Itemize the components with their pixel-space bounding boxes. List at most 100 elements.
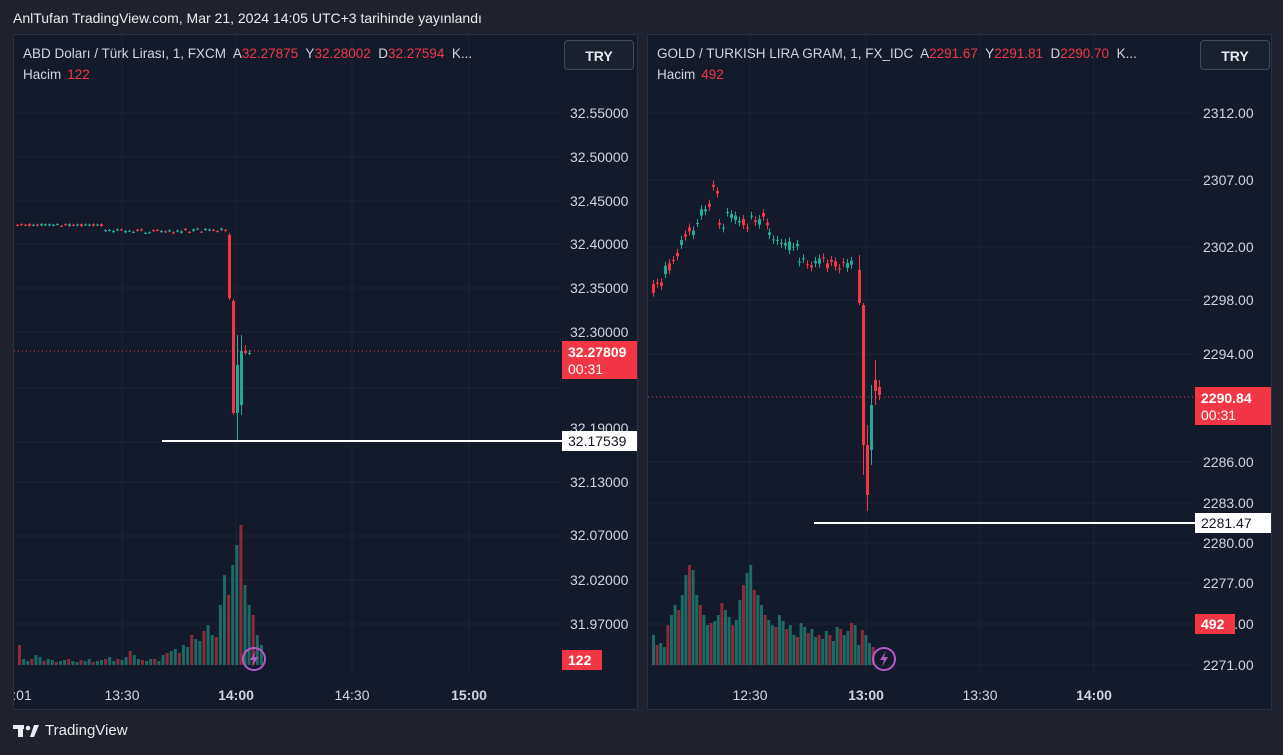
volume-bar (767, 620, 771, 665)
candle-body (858, 270, 861, 303)
candle-body (870, 405, 873, 450)
candle-body (124, 231, 127, 233)
volume-bar (734, 620, 738, 665)
candle-body (88, 224, 91, 226)
candle-body (116, 229, 119, 231)
brand-name: TradingView (45, 722, 128, 739)
volume-bar (206, 625, 210, 665)
candle-body (656, 282, 659, 284)
volume-bar (821, 639, 825, 665)
candle-body (72, 224, 75, 226)
volume-bar (691, 570, 695, 665)
candle-body (96, 224, 99, 226)
volume-bar (239, 525, 243, 665)
volume-bar (799, 623, 803, 665)
candle-body (846, 262, 849, 268)
volume-bar (34, 655, 38, 665)
candle-body (132, 231, 135, 233)
volume-bar (141, 660, 144, 665)
candle-body (220, 228, 223, 230)
candle-body (758, 219, 761, 225)
symbol-title[interactable]: GOLD / TURKISH LIRA GRAM, 1, FX_IDC (657, 46, 914, 61)
y-tick-label: 2283.00 (1203, 495, 1254, 511)
volume-bar (659, 643, 663, 665)
volume-bar (22, 659, 26, 665)
lightning-icon (880, 651, 888, 667)
volume-bar (817, 635, 821, 665)
y-tick-label: 32.55000 (570, 105, 629, 121)
candle-body (20, 224, 23, 226)
x-tick-label: :01 (14, 687, 32, 703)
hline-value: 32.17539 (568, 433, 627, 449)
volume-bar (673, 605, 677, 665)
volume-bar (806, 633, 810, 665)
candle-body (692, 230, 695, 236)
high-label: Y (305, 46, 315, 61)
candle-body (148, 232, 151, 234)
candle-body (100, 224, 103, 226)
high-value: 2291.81 (994, 46, 1043, 61)
volume-bar (63, 660, 67, 665)
chart-panel-goldtry[interactable]: 2312.00 2307.00 2302.00 2298.00 2294.00 2286.… (647, 34, 1272, 710)
price-chart-usdtry[interactable]: 32.55000 32.50000 32.45000 32.40000 32.35000… (14, 35, 638, 710)
candle-body (236, 365, 239, 413)
candle-body (200, 231, 203, 233)
volume-bar (828, 635, 832, 665)
candle-body (48, 224, 51, 226)
candle-body (44, 224, 47, 226)
volume-bar (247, 605, 251, 665)
currency-button[interactable]: TRY (564, 40, 634, 70)
volume-bar (18, 645, 21, 665)
candle-body (80, 224, 83, 226)
candle-body (40, 224, 43, 226)
low-label: D (378, 46, 389, 61)
candle-body (788, 241, 791, 251)
candle-body (810, 265, 813, 268)
low-value: 2290.70 (1060, 46, 1110, 61)
open-label: A (920, 46, 930, 61)
candle-body (68, 224, 71, 226)
price-chart-goldtry[interactable]: 2312.00 2307.00 2302.00 2298.00 2294.00 2286.… (648, 35, 1272, 710)
volume-bar (75, 662, 79, 665)
volume-bar (688, 565, 691, 665)
y-tick-label: 32.35000 (570, 280, 629, 296)
candle-body (32, 224, 35, 226)
candle-body (140, 229, 143, 231)
volume-bar (796, 637, 799, 665)
currency-button[interactable]: TRY (1200, 40, 1270, 70)
hline-badge (562, 431, 637, 451)
volume-bar (100, 660, 103, 665)
hline-badge (1195, 513, 1271, 533)
candle-body (818, 258, 821, 264)
volume-bar (95, 661, 99, 665)
y-tick-label: 32.13000 (570, 474, 629, 490)
volume-bar (104, 659, 108, 665)
volume-badge (562, 650, 602, 670)
y-tick-label: 2277.00 (1203, 575, 1254, 591)
candle-body (212, 230, 215, 232)
candle-body (108, 230, 111, 232)
candle-body (878, 387, 881, 395)
volume-bar (255, 635, 259, 665)
candle-body (160, 231, 163, 233)
last-price-badge (1195, 387, 1271, 425)
y-tick-label: 32.30000 (570, 324, 629, 340)
volume-bar (223, 575, 226, 665)
volume-bar (149, 659, 153, 665)
symbol-title[interactable]: ABD Doları / Türk Lirası, 1, FXCM (23, 46, 227, 61)
volume-bar (87, 659, 91, 665)
volume-bar (684, 575, 688, 665)
volume-bar (182, 645, 185, 665)
volume-bar (153, 659, 157, 665)
candle-body (802, 258, 805, 260)
volume-bar (218, 605, 222, 665)
candle-body (224, 229, 227, 231)
candle-body (248, 353, 251, 354)
ohlc-legend: GOLD / TURKISH LIRA GRAM, 1, FX_IDC A 229… (657, 46, 1137, 61)
candle-body (696, 223, 699, 225)
candle-body (28, 224, 31, 226)
chart-panel-usdtry[interactable]: 32.55000 32.50000 32.45000 32.40000 32.35000… (13, 34, 638, 710)
candle-body (180, 231, 183, 233)
candle-body (152, 230, 155, 232)
candle-body (76, 224, 79, 226)
